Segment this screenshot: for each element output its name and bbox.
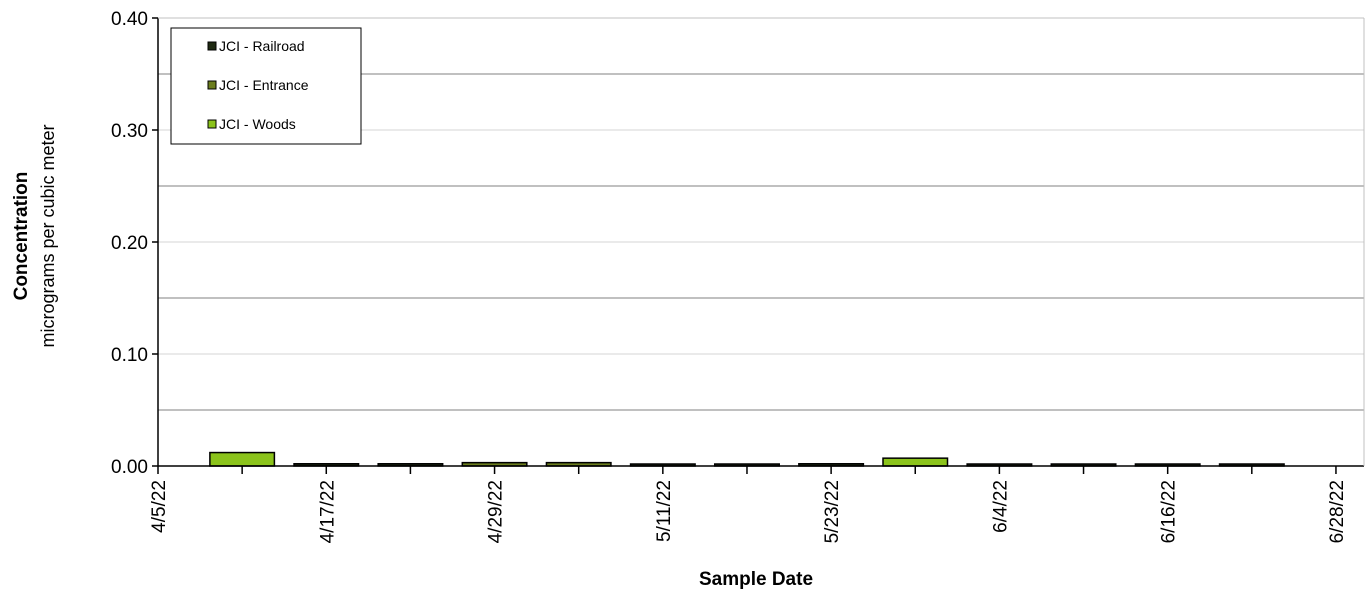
x-tick-labels: 4/5/22 4/17/22 4/29/22 5/11/22 5/23/22 6/4/22… [149,480,1348,543]
x-tick-label: 4/5/22 [149,480,170,533]
x-axis-title: Sample Date [699,569,813,590]
bar [209,451,276,467]
bars [209,451,1285,467]
legend-swatch [207,119,217,129]
x-tick-label: 6/16/22 [1159,480,1180,543]
legend-label: JCI - Woods [219,116,296,132]
x-tick-label: 6/4/22 [990,480,1011,533]
bar [882,457,949,467]
y-tick-label: 0.40 [111,9,148,30]
y-tick-label: 0.00 [111,457,148,478]
y-tick-label: 0.30 [111,121,148,142]
y-tick-labels: 0.00 0.10 0.20 0.30 0.40 [111,9,148,478]
y-axis-subtitle: micrograms per cubic meter [38,124,58,347]
axes [152,17,1365,474]
legend-box [170,27,362,145]
legend-label: JCI - Entrance [219,77,309,93]
x-tick-label: 6/28/22 [1327,480,1348,543]
y-tick-label: 0.20 [111,233,148,254]
y-tick-label: 0.10 [111,345,148,366]
x-tick-label: 5/23/22 [822,480,843,543]
x-tick-label: 4/29/22 [486,480,507,543]
y-axis-title: Concentration [11,172,32,301]
legend-swatch [207,41,217,51]
legend: JCI - Railroad JCI - Entrance JCI - Woods [170,27,362,145]
legend-label: JCI - Railroad [219,38,305,54]
x-tick-label: 5/11/22 [654,480,675,542]
legend-swatch [207,80,217,90]
x-tick-label: 4/17/22 [317,480,338,543]
